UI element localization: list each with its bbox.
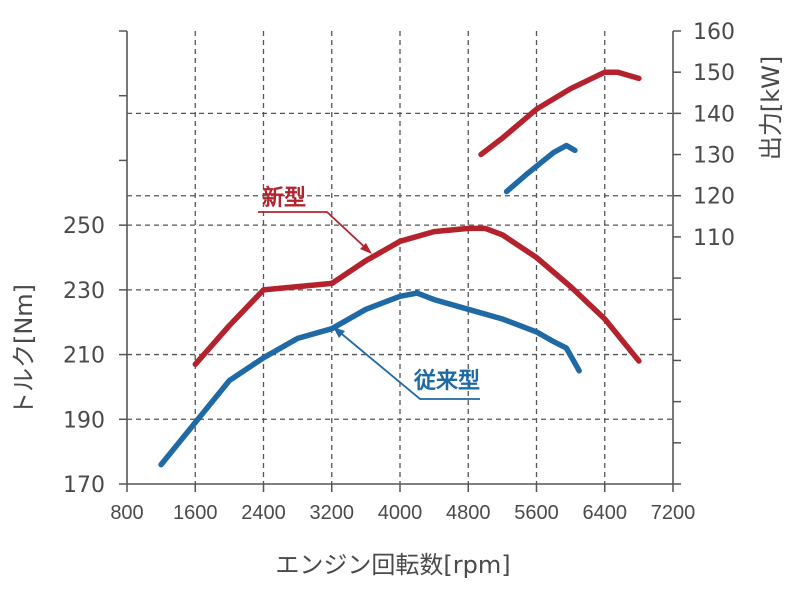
series-lines — [158, 69, 642, 468]
new-model-power-line — [478, 69, 642, 158]
x-tick-label: 4800 — [446, 502, 491, 524]
x-tick-label: 3200 — [310, 502, 355, 524]
y-right-tick-label: 140 — [693, 102, 735, 127]
x-tick-label: 5600 — [514, 502, 559, 524]
new-model-torque-line — [192, 225, 642, 368]
x-tick-label: 2400 — [241, 502, 286, 524]
tick-labels: 800 1600 2400 3200 4000 4800 5600 6400 7200 170 19… — [63, 20, 735, 524]
x-tick-label: 1600 — [173, 502, 218, 524]
y-right-tick-label: 150 — [693, 61, 735, 86]
y-right-tick-label: 130 — [693, 144, 735, 169]
y-axis-right-title: 出力[kW] — [757, 56, 785, 160]
y-left-tick-label: 190 — [63, 408, 105, 433]
y-right-tick-label: 160 — [693, 20, 735, 45]
x-tick-label: 6400 — [583, 502, 628, 524]
new-model-leader-line — [258, 211, 371, 253]
x-tick-label: 4000 — [378, 502, 423, 524]
grid-lines — [127, 31, 673, 484]
y-left-tick-label: 250 — [63, 214, 105, 239]
new-model-leader-arrowhead — [360, 243, 372, 254]
plot-frame — [119, 30, 681, 492]
old-model-leader-line — [336, 329, 480, 400]
x-tick-label: 800 — [110, 502, 143, 524]
y-left-tick-label: 210 — [63, 344, 105, 369]
y-right-tick-label: 120 — [693, 185, 735, 210]
old-model-label: 従来型 — [413, 368, 480, 394]
x-tick-label: 7200 — [651, 502, 696, 524]
old-model-power-line — [503, 142, 578, 195]
y-left-tick-label: 230 — [63, 279, 105, 304]
new-model-label: 新型 — [262, 185, 306, 211]
y-right-tick-label: 110 — [693, 226, 735, 251]
y-left-tick-label: 170 — [63, 473, 105, 498]
y-axis-left-title: トルク[Nm] — [10, 284, 38, 416]
x-axis-title: エンジン回転数[rpm] — [275, 551, 510, 579]
old-model-leader-arrowhead — [333, 327, 345, 338]
old-model-torque-line — [158, 290, 582, 468]
